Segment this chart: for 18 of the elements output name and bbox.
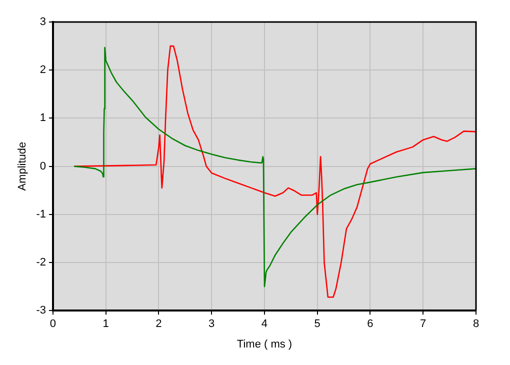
y-tick-label: -2 [36,256,46,269]
y-tick-label: 2 [40,64,46,76]
y-tick-label: 0 [40,160,46,172]
x-tick-label: 4 [261,318,268,330]
x-tick-label: 0 [50,318,56,330]
y-tick-label: 1 [40,112,46,124]
x-tick-label: 6 [367,318,374,330]
x-tick-label: 1 [102,318,109,330]
y-tick-label: -1 [36,208,46,220]
x-axis-title: Time ( ms ) [236,338,292,350]
x-tick-label: 5 [314,318,320,330]
x-tick-label: 7 [420,318,426,330]
x-tick-label: 3 [208,318,215,330]
x-tick-label: 2 [156,318,162,330]
y-tick-label: 3 [40,16,46,28]
y-axis-title: Amplitude [16,142,29,191]
y-tick-label: -3 [36,304,46,317]
x-tick-label: 8 [472,318,480,330]
